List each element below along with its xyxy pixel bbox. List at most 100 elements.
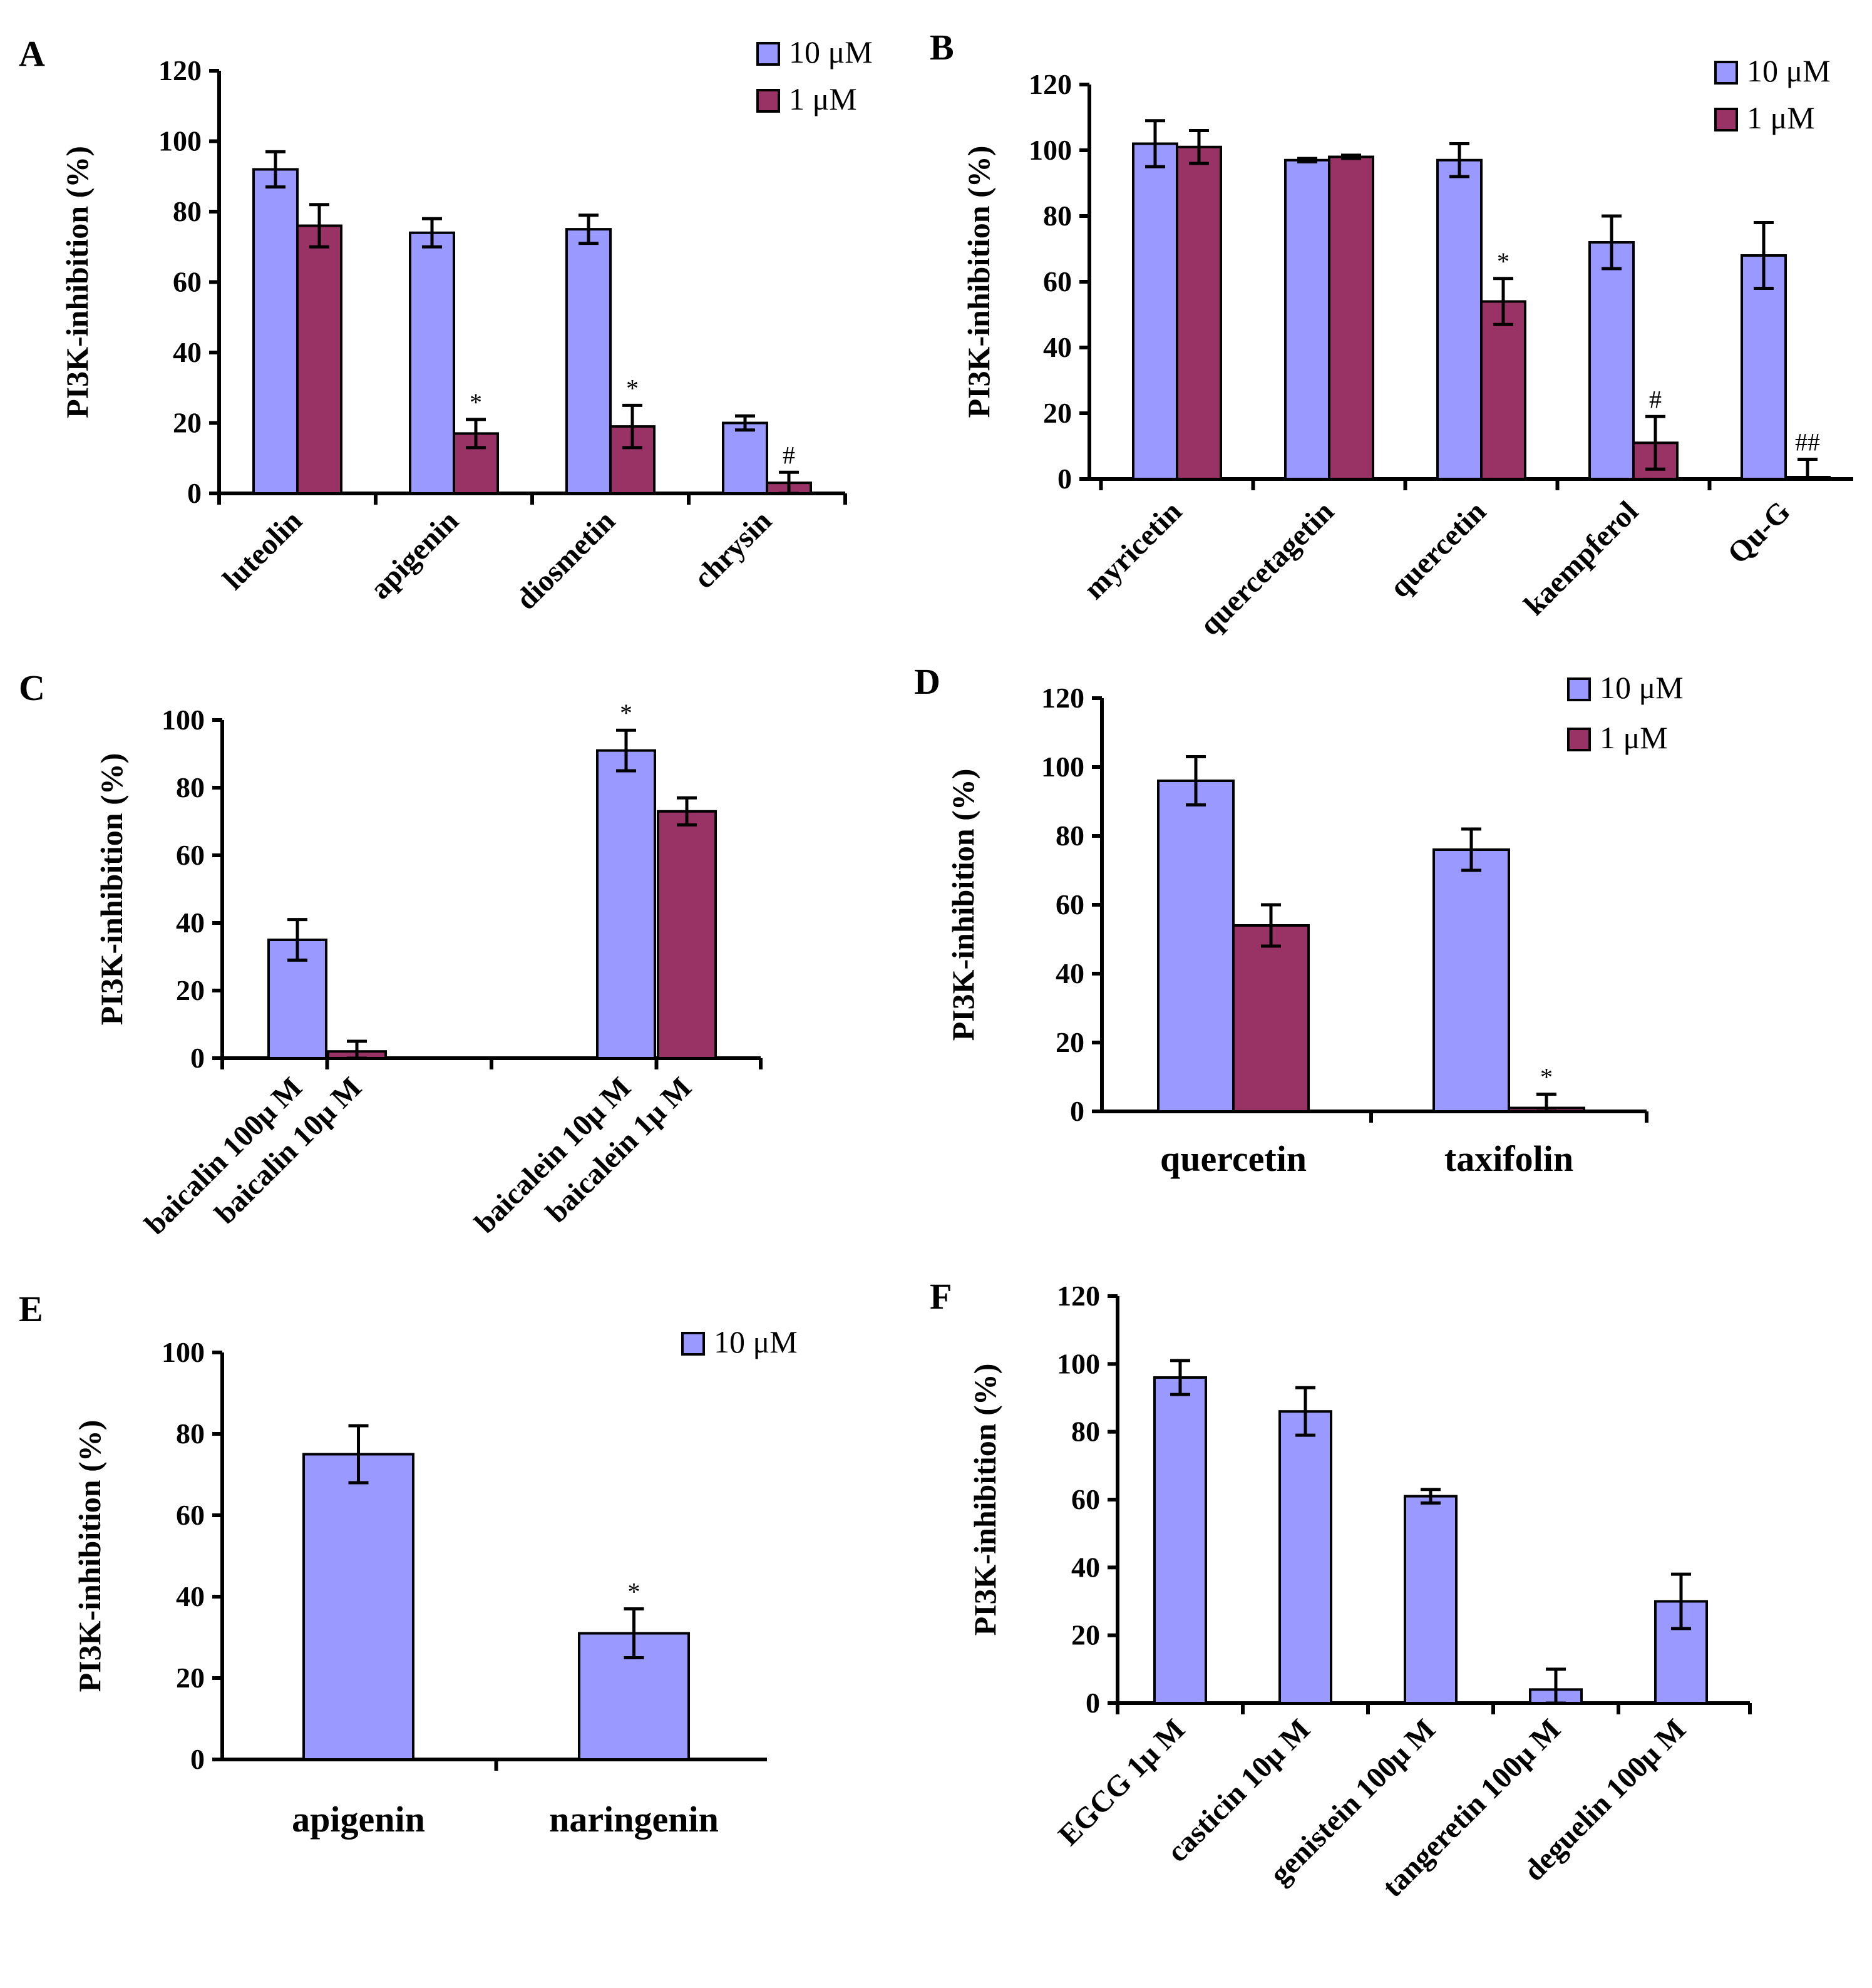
error-bar [1671, 1572, 1691, 1630]
error-bar [1170, 1359, 1190, 1396]
y-axis-label: PI3K-inhibition (%) [967, 1364, 1002, 1636]
bar [1404, 1495, 1458, 1704]
error-bar [1461, 827, 1481, 872]
panel-letter: E [19, 1289, 43, 1329]
x-tick-label: kaempferol [1518, 495, 1645, 622]
x-tick-label: apigenin [364, 504, 465, 605]
y-tick-label: 40 [1043, 331, 1072, 363]
y-tick-label: 80 [176, 1418, 205, 1450]
error-bar [624, 1607, 644, 1659]
significance-mark: ## [1795, 428, 1820, 456]
panel-letter: A [19, 33, 45, 74]
x-tick-label: naringenin [549, 1799, 719, 1840]
legend-label: 10 μM [714, 1324, 798, 1359]
error-bar [1297, 157, 1317, 163]
y-tick-label: 20 [176, 974, 205, 1006]
y-tick-label: 100 [1029, 134, 1072, 166]
legend-swatch [1567, 728, 1591, 751]
error-bar [1493, 277, 1513, 326]
y-tick-label: 0 [190, 1743, 205, 1775]
error-bar [466, 418, 486, 450]
y-axis-label: PI3K-inhibition (%) [59, 146, 95, 418]
legend: 10 μM 1 μM [1714, 53, 1831, 135]
y-tick-label: 0 [190, 1042, 205, 1074]
error-bar [1546, 1667, 1566, 1705]
error-bar [1645, 415, 1665, 471]
y-tick-label: 60 [176, 839, 205, 871]
y-tick-label: 80 [173, 195, 202, 227]
error-bar [1797, 458, 1818, 481]
x-tick-label: apigenin [292, 1799, 425, 1840]
panel-d: D 0 20 40 60 80 100 120 PI3K-inhibition (%) * quer… [914, 661, 1684, 1179]
y-tick-label: 100 [162, 704, 205, 736]
panel-letter: B [930, 27, 954, 68]
bar [252, 168, 299, 495]
panel-letter: C [19, 667, 45, 708]
y-tick-label: 100 [1057, 1347, 1100, 1379]
y-tick-label: 60 [1043, 265, 1072, 297]
y-axis-label: PI3K-inhibition (%) [945, 769, 980, 1041]
x-tick-label: EGCG 1μ M [1052, 1712, 1191, 1852]
legend: 10 μM 1 μM [1567, 670, 1684, 755]
bar [1328, 155, 1374, 480]
error-bar [1145, 119, 1165, 168]
legend-swatch [1714, 61, 1738, 85]
significance-mark: # [1649, 385, 1662, 413]
legend-swatch [1714, 108, 1738, 131]
error-bar [677, 796, 697, 827]
panel-e: E 0 20 40 60 80 100 PI3K-inhibition (%) * apigeni… [19, 1289, 798, 1840]
y-tick-label: 0 [187, 477, 202, 509]
y-tick-label: 40 [1071, 1551, 1100, 1583]
significance-mark: * [1540, 1063, 1553, 1091]
y-tick-label: 60 [1071, 1483, 1100, 1515]
error-bar [1189, 129, 1209, 165]
y-tick-label: 40 [176, 907, 205, 939]
bar [1432, 848, 1510, 1113]
bar [1436, 158, 1483, 480]
y-tick-label: 100 [162, 1336, 205, 1368]
y-tick-label: 80 [1056, 820, 1084, 852]
panel-a: A 0 20 40 60 80 100 120 PI3K-inhibition (%) * * # lu… [19, 33, 873, 616]
x-tick-label: quercetin [1160, 1138, 1307, 1179]
y-tick-label: 0 [1070, 1095, 1084, 1127]
bar [1157, 780, 1235, 1113]
y-tick-label: 60 [176, 1499, 205, 1531]
y-tick-label: 20 [176, 1662, 205, 1694]
significance-mark: * [470, 388, 482, 416]
panel-f: F 0 20 40 60 80 100 120 PI3K-inhibition (%) EGCG … [930, 1276, 1752, 1903]
bar [296, 224, 342, 495]
error-bar [579, 214, 599, 245]
significance-mark: # [783, 441, 795, 469]
y-tick-label: 40 [173, 336, 202, 368]
legend-swatch [681, 1332, 705, 1356]
bar [1176, 145, 1222, 480]
y-tick-label: 60 [1056, 888, 1084, 920]
y-tick-label: 20 [1071, 1619, 1100, 1651]
error-bar [287, 918, 307, 962]
y-tick-label: 80 [1043, 200, 1072, 232]
bar [657, 810, 717, 1060]
y-tick-label: 0 [1057, 463, 1072, 495]
legend-label: 1 μM [789, 81, 857, 116]
bar [409, 231, 455, 495]
error-bar [1449, 142, 1469, 178]
y-axis-label: PI3K-inhibition (%) [961, 146, 996, 418]
bar [1132, 142, 1178, 480]
error-bar [1421, 1488, 1441, 1505]
panel-letter: F [930, 1276, 952, 1317]
bar [1588, 241, 1635, 480]
legend: 10 μM [681, 1324, 798, 1359]
y-axis-label: PI3K-inhibition (%) [94, 753, 129, 1026]
y-axis-label: PI3K-inhibition (%) [72, 1420, 107, 1692]
error-bar [1261, 903, 1281, 948]
legend: 10 μM 1 μM [756, 34, 873, 116]
y-tick-label: 120 [1057, 1280, 1100, 1312]
bar [1480, 300, 1526, 480]
x-tick-label: quercetagetin [1193, 495, 1340, 642]
bar [722, 421, 768, 495]
y-tick-label: 120 [1029, 68, 1072, 100]
error-bar [1186, 755, 1206, 806]
